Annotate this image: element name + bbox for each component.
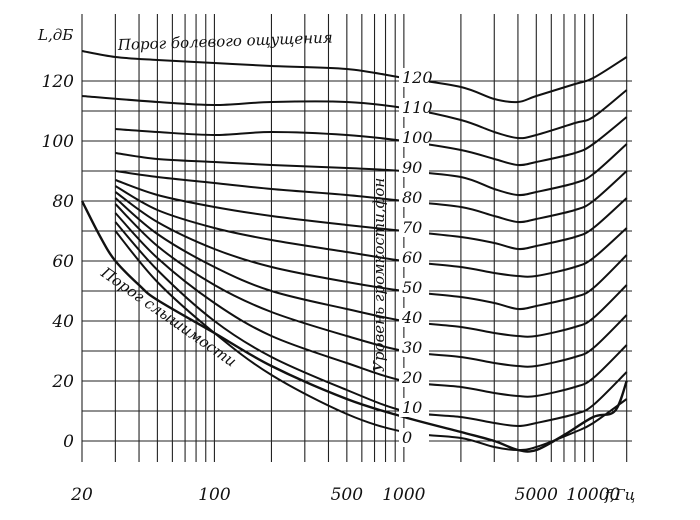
- loudness-curve-80: [115, 170, 628, 224]
- curve-label-backdrop: [399, 188, 429, 207]
- pain-threshold-label: Порог болевого ощущения: [117, 29, 333, 55]
- loudness-curve-10: [114, 221, 628, 428]
- curve-label: 90: [402, 158, 422, 177]
- x-tick-label: 100: [198, 485, 231, 505]
- loudness-curve-50: [114, 191, 628, 311]
- curve-label-backdrop: [399, 218, 429, 237]
- loudness-curve-120: [81, 50, 628, 104]
- curve-label: 40: [401, 308, 422, 327]
- curve-label: 70: [402, 218, 422, 237]
- curve-label-backdrop: [399, 368, 429, 387]
- y-tick-label: 120: [42, 72, 75, 92]
- curve-label-backdrop: [399, 428, 429, 447]
- curve-label: 10: [402, 398, 422, 417]
- curve-label-backdrop: [399, 308, 429, 327]
- curve-label: 20: [401, 368, 422, 387]
- curve-label: 80: [402, 188, 422, 207]
- x-tick-label: 500: [331, 485, 364, 505]
- curve-label-backdrop: [399, 128, 429, 147]
- curve-label-backdrop: [399, 278, 429, 297]
- loudness-curve-30: [114, 203, 628, 368]
- curve-label-backdrop: [399, 98, 429, 117]
- curve-label-backdrop: [399, 68, 429, 87]
- loudness-level-label: Уровень громкости,фон: [370, 178, 388, 372]
- y-tick-label: 0: [63, 432, 74, 452]
- loudness-curve-70: [115, 179, 628, 251]
- y-axis-label: L,дБ: [37, 26, 73, 44]
- hearing-threshold-curve: [80, 200, 628, 453]
- y-tick-label: 80: [52, 192, 74, 212]
- curve-label-backdrop: [399, 158, 429, 177]
- loudness-curve-20: [114, 212, 628, 398]
- curve-label: 110: [402, 98, 433, 117]
- curve-label-backdrop: [399, 248, 429, 267]
- y-tick-label: 20: [51, 372, 74, 392]
- curve-label: 30: [402, 338, 422, 357]
- y-tick-label: 40: [51, 312, 74, 332]
- x-axis-label: f,Гц: [604, 486, 635, 504]
- x-tick-label: 1000: [382, 485, 425, 505]
- y-tick-label: 100: [42, 132, 75, 152]
- curve-label-backdrop: [399, 398, 429, 417]
- curve-label-backdrop: [399, 338, 429, 357]
- curve-label: 120: [402, 68, 433, 87]
- hearing-threshold-label: Порог слышимости: [97, 263, 240, 371]
- loudness-curves: [80, 50, 628, 453]
- x-tick-label: 5000: [515, 485, 558, 505]
- loudness-curve-90: [115, 143, 628, 197]
- curve-label: 60: [402, 248, 422, 267]
- curve-label: 0: [402, 428, 412, 447]
- loudness-curve-40: [114, 197, 628, 338]
- curve-label: 100: [402, 128, 433, 147]
- x-tick-label: 10000: [566, 485, 620, 505]
- curve-label: 50: [402, 278, 422, 297]
- loudness-curve-110: [81, 89, 628, 140]
- loudness-curve-60: [114, 185, 628, 278]
- y-tick-label: 60: [52, 252, 74, 272]
- loudness-curve-100: [115, 116, 628, 167]
- x-tick-label: 20: [70, 485, 93, 505]
